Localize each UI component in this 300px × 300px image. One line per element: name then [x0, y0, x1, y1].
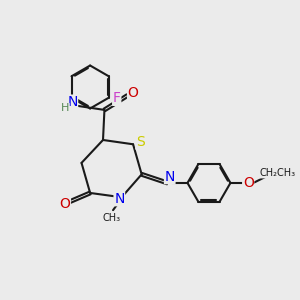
Text: CH₃: CH₃ — [103, 213, 121, 223]
Text: F: F — [113, 91, 121, 105]
Text: CH₂CH₃: CH₂CH₃ — [260, 168, 296, 178]
Text: H: H — [61, 103, 69, 113]
Text: S: S — [136, 135, 145, 149]
Text: N: N — [114, 192, 124, 206]
Text: O: O — [243, 176, 254, 190]
Text: O: O — [59, 197, 70, 212]
Text: O: O — [128, 86, 139, 100]
Text: N: N — [164, 169, 175, 184]
Text: N: N — [67, 95, 78, 109]
